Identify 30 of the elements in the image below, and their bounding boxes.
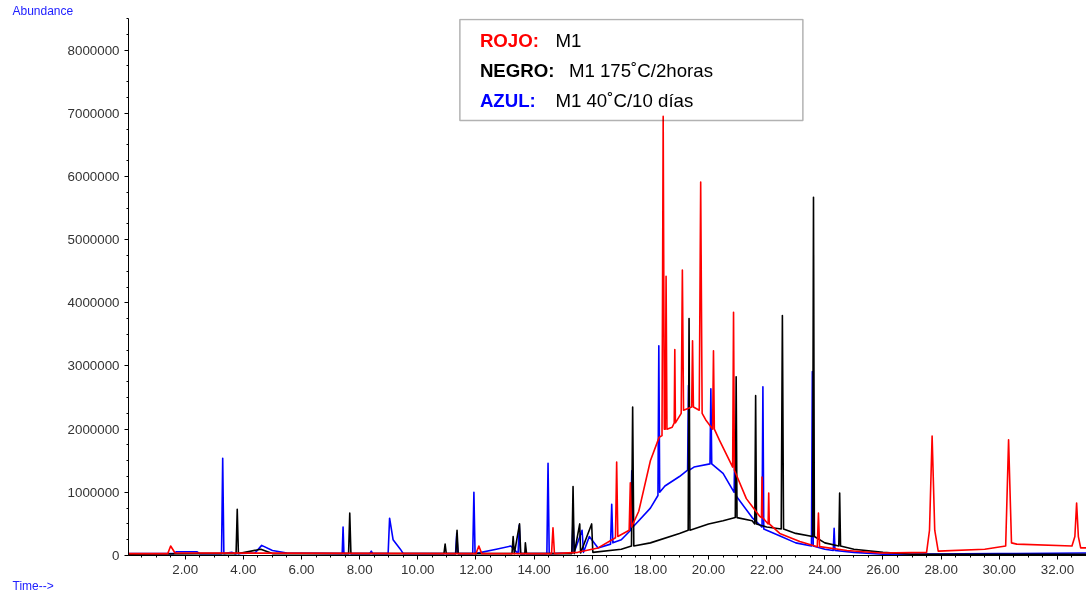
y-tick-label: 6000000 [67,168,120,184]
text: ROJO: M1 [479,29,582,51]
y-tick-label: 4000000 [67,295,120,311]
x-tick-label: 2.00 [172,561,199,577]
y-tick-label: 1000000 [67,484,120,500]
x-tick-label: 26.00 [866,561,900,577]
x-tick-label: 6.00 [288,561,315,577]
text: NEGRO: M1 175˚C/2horas [479,59,714,81]
x-tick-label: 4.00 [230,561,257,577]
y-tick-label: 7000000 [67,105,120,121]
x-tick-label: 12.00 [459,561,493,577]
x-axis-title: Time--> [12,578,54,592]
y-tick-label: 2000000 [67,421,120,437]
y-tick-label: 5000000 [67,232,120,248]
x-tick-label: 14.00 [517,561,551,577]
x-tick-label: 30.00 [982,561,1016,577]
text: AZUL: M1 40˚C/10 días [479,89,694,111]
x-tick-label: 24.00 [808,561,842,577]
y-axis-title: Abundance [12,3,74,18]
x-tick-label: 20.00 [691,561,726,577]
y-tick-label: 3000000 [67,358,120,374]
x-tick-label: 8.00 [346,561,373,577]
x-tick-label: 16.00 [575,561,609,577]
y-tick-label: 0 [112,548,120,563]
x-tick-label: 28.00 [924,561,958,577]
x-tick-label: 18.00 [633,561,668,577]
x-tick-label: 32.00 [1040,561,1075,577]
x-tick-label: 22.00 [750,561,784,577]
y-tick-label: 8000000 [67,42,120,58]
x-tick-label: 10.00 [401,561,435,577]
